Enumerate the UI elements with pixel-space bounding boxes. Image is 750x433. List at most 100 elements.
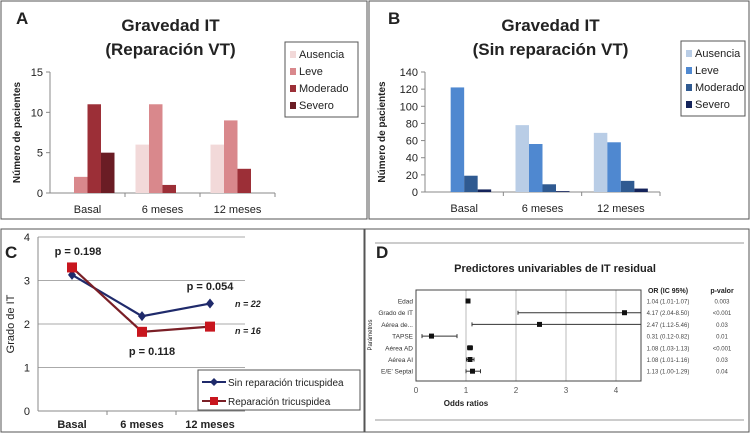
bar [74, 176, 88, 193]
legend-marker [210, 378, 218, 386]
x-tick-label: 6 meses [522, 203, 564, 215]
legend-label: Severo [695, 99, 730, 111]
x-tick-label: Basal [74, 204, 102, 216]
plot-area [415, 289, 642, 382]
bar [607, 142, 621, 192]
data-point [205, 321, 215, 332]
or-ci-value: 1.04 (1.01-1.07) [647, 300, 690, 306]
odds-ratio-point [537, 321, 542, 327]
y-tick-label: 140 [400, 67, 418, 79]
panel-letter: A [16, 9, 28, 28]
bar [464, 175, 478, 192]
row-label: Grado de IT [378, 310, 413, 317]
x-tick-label: 2 [514, 386, 519, 395]
y-tick-label: 0 [412, 187, 418, 199]
legend [284, 41, 359, 118]
data-point [138, 311, 146, 322]
panel-letter: B [388, 9, 400, 28]
x-tick-label: 12 meses [597, 203, 645, 215]
bar [515, 125, 529, 192]
or-ci-value: 1.08 (1.03-1.13) [647, 346, 690, 352]
y-tick-label: 60 [406, 136, 418, 148]
y-tick-label: 0 [24, 406, 30, 418]
legend-label: Reparación tricuspidea [228, 397, 331, 408]
legend-swatch [290, 85, 296, 92]
table-header: p-valor [710, 288, 734, 295]
p-value: 0.03 [716, 323, 728, 329]
y-tick-label: 1 [24, 363, 30, 375]
row-label: Aérea de... [381, 322, 413, 329]
odds-ratio-point [470, 368, 475, 374]
bar [593, 132, 608, 192]
bar [620, 180, 635, 192]
bar [210, 144, 224, 193]
legend-label: Ausencia [299, 49, 345, 61]
data-point [206, 298, 214, 309]
odds-ratio-point [467, 357, 473, 362]
legend-label: Moderado [299, 83, 349, 95]
bar [477, 189, 492, 192]
chart-title: (Reparación VT) [105, 40, 235, 59]
chart-title: Gravedad IT [121, 16, 220, 35]
or-ci-value: 1.08 (1.01-1.16) [647, 358, 690, 364]
bar [634, 188, 648, 192]
y-axis-label: Grado de IT [5, 294, 17, 353]
or-ci-value: 4.17 (2.04-8.50) [647, 311, 690, 317]
y-tick-label: 5 [37, 148, 43, 160]
chart-title: (Sin reparación VT) [473, 40, 629, 59]
data-point [137, 326, 147, 337]
y-tick-label: 15 [31, 67, 43, 79]
odds-ratio-point [429, 333, 434, 339]
bar [101, 152, 115, 193]
legend-swatch [686, 50, 692, 57]
legend-swatch [290, 102, 296, 109]
row-label: Aérea AD [385, 345, 413, 352]
legend-label: Moderado [695, 82, 745, 94]
n-annotation: n = 16 [235, 326, 262, 336]
legend-label: Leve [299, 66, 323, 78]
bar [162, 184, 176, 193]
odds-ratio-point [467, 345, 473, 351]
legend-label: Severo [299, 100, 334, 112]
data-point [67, 262, 77, 273]
bar [237, 168, 251, 193]
y-axis-label: Parámetros [368, 319, 374, 350]
p-value: 0.04 [716, 370, 728, 376]
x-tick-label: 6 meses [142, 204, 184, 216]
x-tick-label: 3 [564, 386, 569, 395]
y-tick-label: 0 [37, 188, 43, 200]
bar [224, 120, 238, 193]
y-tick-label: 40 [406, 153, 418, 165]
y-tick-label: 100 [400, 101, 418, 113]
or-ci-value: 1.13 (1.00-1.29) [647, 370, 690, 376]
bar [542, 184, 556, 192]
y-axis-label: Número de pacientes [12, 81, 23, 183]
p-value: 0.01 [716, 335, 728, 341]
y-tick-label: 20 [406, 170, 418, 182]
row-label: TAPSE [392, 334, 413, 341]
bar [149, 104, 163, 193]
row-label: Aérea AI [388, 357, 413, 364]
legend-swatch [290, 68, 296, 75]
y-tick-label: 80 [406, 118, 418, 130]
y-tick-label: 4 [24, 232, 30, 244]
p-value: <0.001 [713, 311, 732, 317]
x-tick-label: 12 meses [214, 204, 262, 216]
x-tick-label: Basal [57, 419, 86, 431]
legend-marker [210, 397, 218, 405]
n-annotation: n = 22 [235, 299, 261, 309]
y-tick-label: 3 [24, 276, 30, 288]
bar [556, 191, 570, 192]
p-value-annotation: p = 0.054 [187, 281, 235, 293]
x-tick-label: 4 [614, 386, 619, 395]
y-tick-label: 2 [24, 319, 30, 331]
x-tick-label: 12 meses [185, 419, 235, 431]
odds-ratio-point [622, 310, 627, 316]
legend-swatch [686, 67, 692, 74]
y-tick-label: 120 [400, 84, 418, 96]
bar [135, 144, 149, 193]
chart-title: Predictores univariables de IT residual [454, 263, 656, 275]
odds-ratio-point [465, 298, 471, 304]
panel-letter: D [376, 243, 388, 262]
